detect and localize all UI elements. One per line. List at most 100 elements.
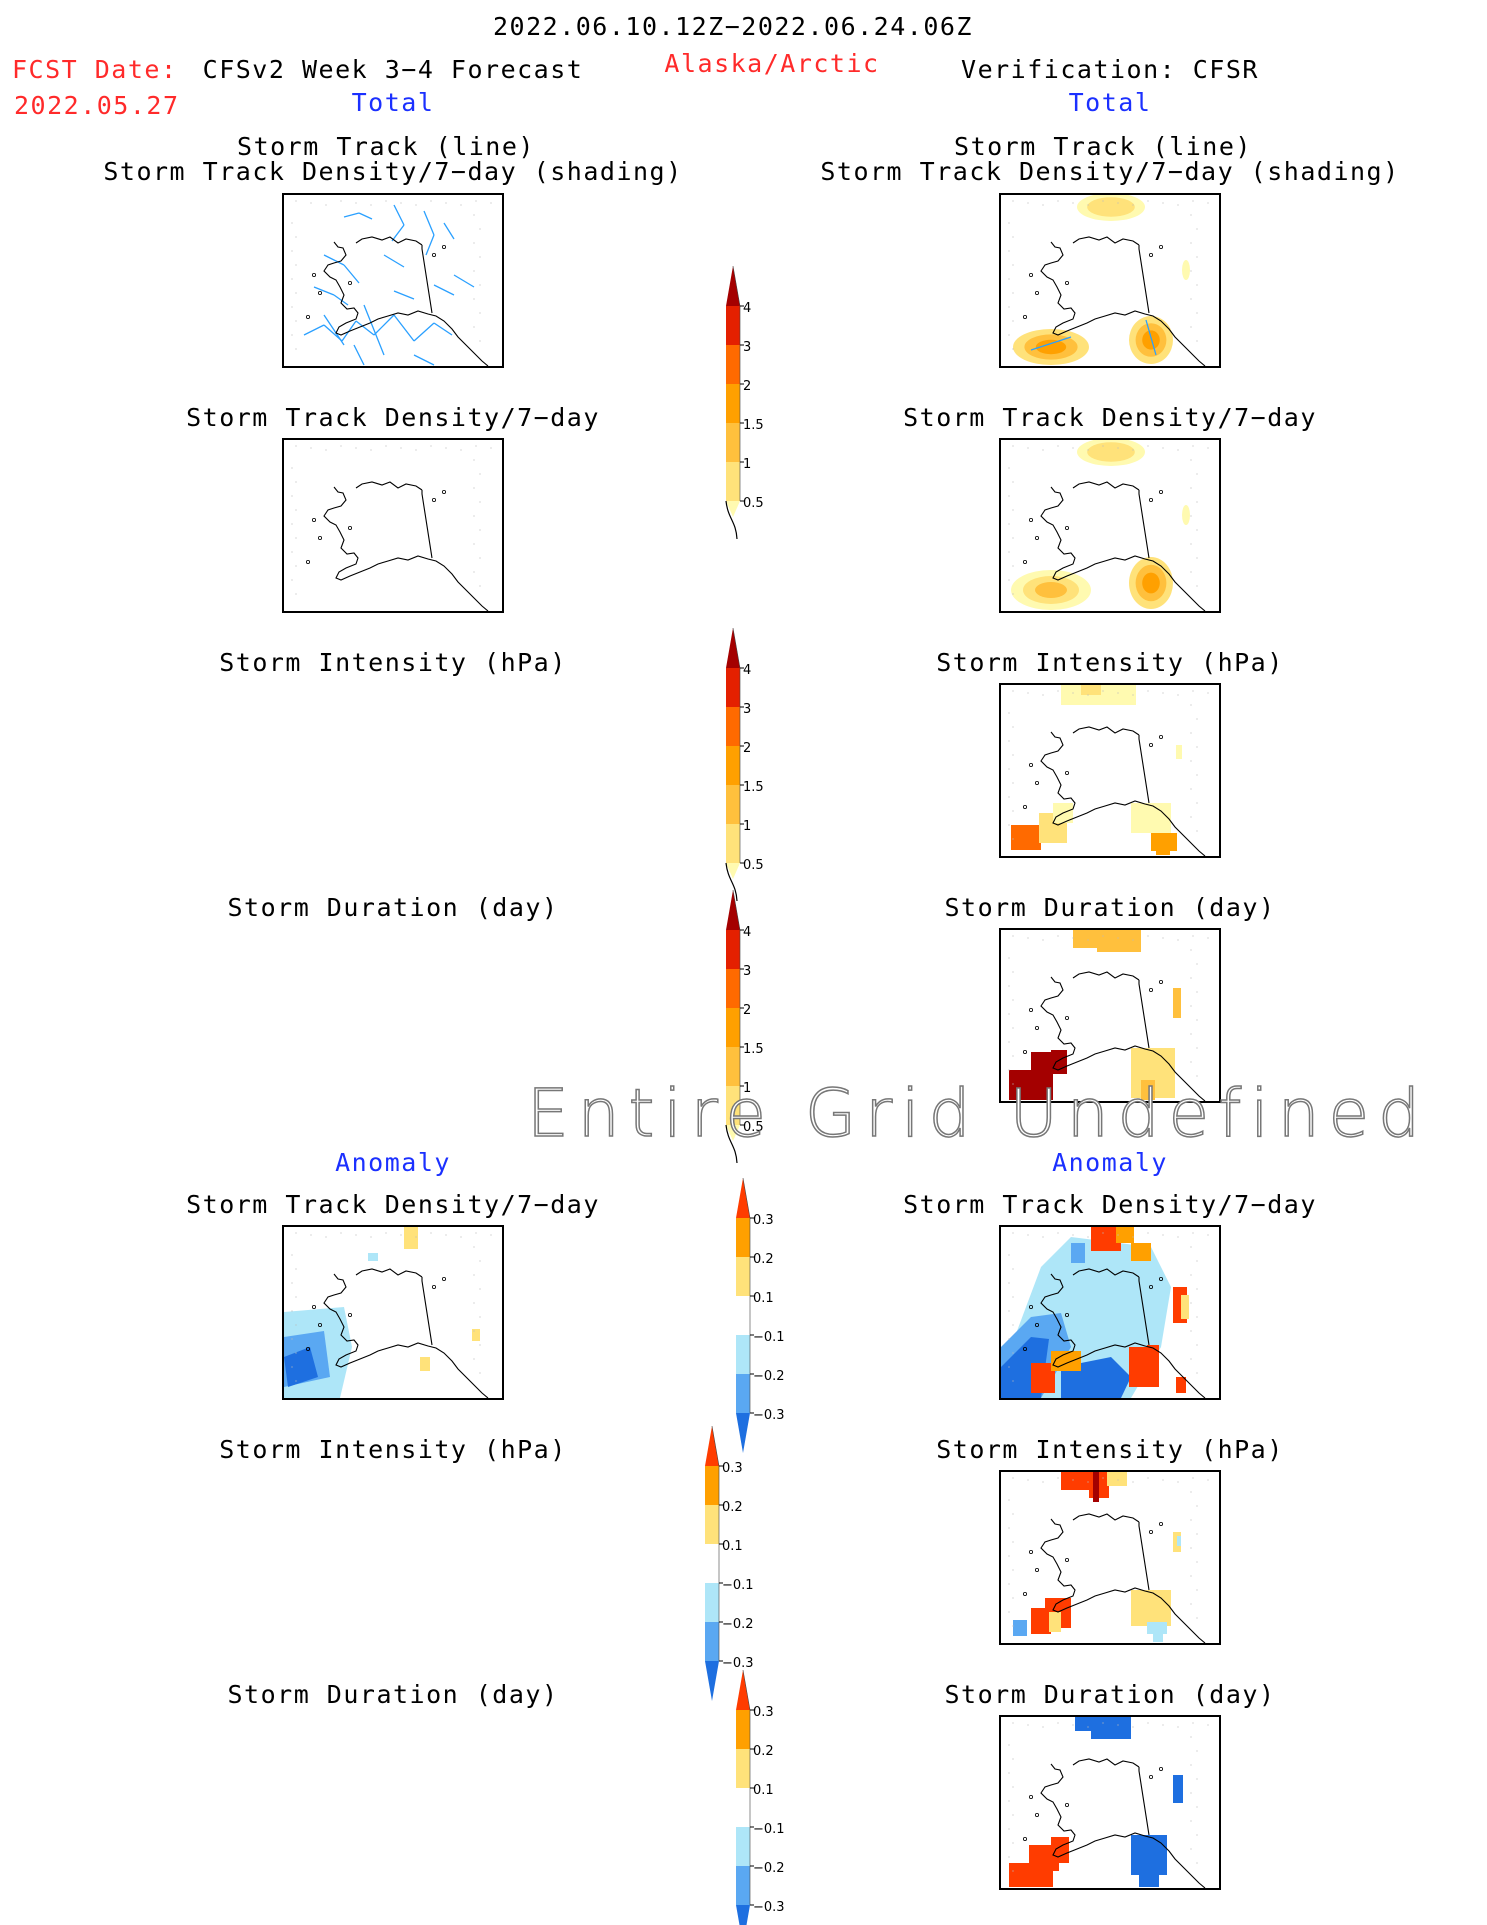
region-title: Alaska/Arctic (664, 49, 880, 78)
colorbar-box (736, 1374, 750, 1413)
colorbar-box (705, 1466, 719, 1505)
colorbar-box (726, 384, 740, 423)
colorbar-box (726, 930, 740, 969)
model-title: CFSv2 Week 3−4 Forecast (202, 55, 584, 84)
alaska-coastline (1040, 971, 1206, 1101)
colorbar-box (736, 1257, 750, 1296)
colorbar-tick-label: −0.1 (722, 1578, 754, 1593)
colorbar-tick-label: 0.5 (743, 496, 764, 511)
colorbar-tick-label: 0.1 (753, 1783, 774, 1798)
colorbar-top-triangle (736, 1178, 750, 1218)
map-anom-density-left (282, 1225, 504, 1400)
colorbar-box (726, 345, 740, 384)
colorbar-box (736, 1335, 750, 1374)
title-intensity-left: Storm Intensity (hPa) (219, 648, 567, 677)
colorbar-top-triangle (726, 628, 740, 668)
map-plot (1008, 685, 1209, 856)
title-anom-duration-left: Storm Duration (day) (227, 1680, 559, 1709)
alaska-coastline (323, 1268, 489, 1398)
colorbar-tick-label: 0.2 (753, 1744, 774, 1759)
colorbar-tick-label: 1 (743, 457, 751, 472)
colorbar-box (736, 1788, 750, 1827)
map-intensity-right (999, 683, 1221, 858)
colorbar-tick-label: 3 (743, 340, 751, 355)
map-track-left (282, 193, 504, 368)
undefined-grid-watermark: Entire Grid Undefined (526, 1074, 1430, 1153)
title-track-shading-right: Storm Track Density/7−day (shading) (820, 157, 1400, 186)
colorbar-box (726, 423, 740, 462)
map-plot (1008, 440, 1209, 611)
title-density-right: Storm Track Density/7−day (903, 403, 1317, 432)
colorbar-tail (725, 1124, 738, 1164)
colorbar-tick-label: 0.5 (743, 858, 764, 873)
section-total-left: Total (351, 88, 435, 117)
colorbar-top-triangle (736, 1670, 750, 1710)
colorbar-box (726, 824, 740, 863)
title-anom-intensity-left: Storm Intensity (hPa) (219, 1435, 567, 1464)
colorbar-bottom-triangle (726, 1125, 740, 1141)
colorbar-tick-label: 0.2 (753, 1252, 774, 1267)
colorbar-tick-label: −0.3 (753, 1900, 785, 1915)
colorbar-bottom-triangle (726, 501, 740, 517)
colorbar-box (736, 1218, 750, 1257)
fcst-date: 2022.05.27 (14, 91, 180, 120)
section-anomaly-right: Anomaly (1052, 1148, 1168, 1177)
colorbar-tick-label: 4 (743, 301, 751, 316)
map-plot (291, 200, 492, 366)
section-total-right: Total (1068, 88, 1152, 117)
colorbar-total-1: 4 3 2 1.5 1 0.5 (725, 265, 764, 540)
colorbar-anomaly-1: 0.3 0.2 0.1 −0.1 −0.2 −0.3 (736, 1177, 785, 1453)
title-density-left: Storm Track Density/7−day (186, 403, 600, 432)
alaska-coastline (323, 236, 489, 366)
colorbar-tick-label: 1.5 (743, 418, 764, 433)
colorbar-box (726, 969, 740, 1008)
title-anom-density-left: Storm Track Density/7−day (186, 1190, 600, 1219)
colorbar-tick-label: −0.2 (722, 1617, 754, 1632)
colorbar-anomaly-3: 0.3 0.2 0.1 −0.1 −0.2 −0.3 (736, 1669, 785, 1925)
colorbar-box (736, 1866, 750, 1905)
colorbar-box (726, 707, 740, 746)
colorbar-box (736, 1749, 750, 1788)
title-track-line-left: Storm Track (line) (237, 132, 535, 161)
map-anom-density-right (999, 1225, 1221, 1400)
colorbar-tick-label: 3 (743, 702, 751, 717)
map-plot (1008, 930, 1209, 1101)
map-plot (284, 1227, 492, 1398)
map-plot (1008, 195, 1209, 366)
colorbar-box (726, 746, 740, 785)
map-track-right (999, 193, 1221, 368)
colorbar-box (726, 1008, 740, 1047)
colorbar-anomaly-2: 0.3 0.2 0.1 −0.1 −0.2 −0.3 (705, 1425, 754, 1701)
colorbar-box (726, 462, 740, 501)
colorbar-tick-label: 0.3 (753, 1705, 774, 1720)
section-anomaly-left: Anomaly (335, 1148, 451, 1177)
title-track-line-right: Storm Track (line) (954, 132, 1252, 161)
alaska-coastline (1040, 1268, 1206, 1398)
colorbar-tick-label: 4 (743, 663, 751, 678)
title-anom-density-right: Storm Track Density/7−day (903, 1190, 1317, 1219)
colorbar-box (726, 306, 740, 345)
fcst-label: FCST Date: (12, 55, 178, 84)
title-anom-duration-right: Storm Duration (day) (944, 1680, 1276, 1709)
colorbar-tick-label: −0.1 (753, 1822, 785, 1837)
colorbar-box (705, 1544, 719, 1583)
colorbar-tail (725, 500, 738, 540)
colorbar-tick-label: 0.1 (722, 1539, 743, 1554)
alaska-coastline (1040, 481, 1206, 611)
colorbar-box (726, 1086, 740, 1125)
colorbar-box (736, 1296, 750, 1335)
colorbar-total-2: 4 3 2 1.5 1 0.5 (725, 627, 764, 902)
map-duration-right (999, 928, 1221, 1103)
colorbar-tick-label: 2 (743, 741, 751, 756)
alaska-coastline (1040, 726, 1206, 856)
colorbar-tick-label: −0.2 (753, 1369, 785, 1384)
map-plot (1001, 1227, 1209, 1398)
colorbar-tick-label: 0.3 (722, 1461, 743, 1476)
colorbar-box (726, 668, 740, 707)
map-plot (1008, 1472, 1209, 1643)
colorbar-tick-label: 1.5 (743, 1042, 764, 1057)
map-plot (291, 445, 492, 611)
colorbar-tick-label: 0.5 (743, 1120, 764, 1135)
title-intensity-right: Storm Intensity (hPa) (936, 648, 1284, 677)
